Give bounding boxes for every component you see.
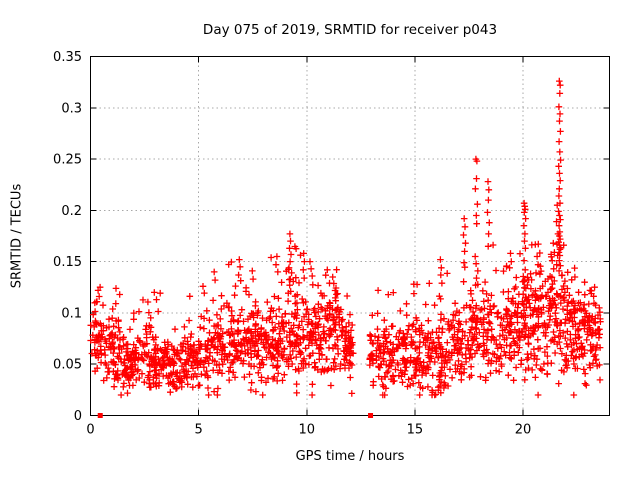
y-tick-label: 0.1 [61, 306, 82, 321]
chart-title: Day 075 of 2019, SRMTID for receiver p04… [202, 22, 498, 38]
scatter-points [87, 77, 604, 399]
y-tick-label: 0 [74, 409, 82, 424]
x-axis-label: GPS time / hours [295, 449, 405, 464]
x-tick-label: 0 [86, 423, 94, 438]
y-tick-label: 0.15 [53, 255, 82, 270]
y-tick-label: 0.2 [61, 204, 82, 219]
plot-border [90, 56, 610, 416]
x-tick-label: 5 [194, 423, 202, 438]
x-tick-label: 10 [298, 423, 315, 438]
y-tick-label: 0.3 [61, 101, 82, 116]
y-tick-label: 0.25 [53, 153, 82, 168]
zero-value-square-marker [368, 413, 374, 418]
tick-labels: 0 0.05 0.1 0.15 0.2 0.25 0.3 0.35 0 5 10 15 20 [53, 50, 531, 438]
x-tick-label: 20 [515, 423, 532, 438]
x-tick-label: 15 [407, 423, 424, 438]
y-tick-label: 0.35 [53, 50, 82, 65]
zero-value-square-marker [97, 413, 103, 418]
y-tick-label: 0.05 [53, 358, 82, 373]
